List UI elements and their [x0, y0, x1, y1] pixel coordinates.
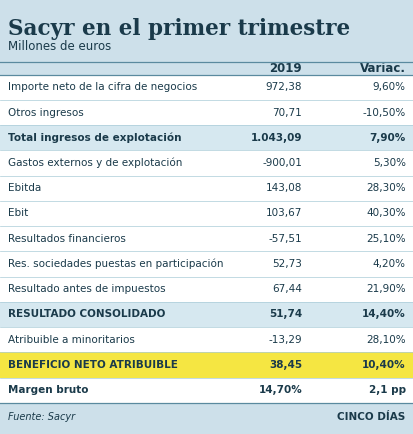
Text: 4,20%: 4,20% [372, 259, 405, 269]
Text: Ebitda: Ebitda [8, 183, 41, 193]
Text: BENEFICIO NETO ATRIBUIBLE: BENEFICIO NETO ATRIBUIBLE [8, 360, 178, 370]
Text: 28,30%: 28,30% [365, 183, 405, 193]
Text: Atribuible a minoritarios: Atribuible a minoritarios [8, 335, 135, 345]
Text: Otros ingresos: Otros ingresos [8, 108, 84, 118]
Text: 10,40%: 10,40% [361, 360, 405, 370]
Text: 28,10%: 28,10% [365, 335, 405, 345]
Text: 14,40%: 14,40% [361, 309, 405, 319]
Text: 2019: 2019 [269, 62, 301, 75]
Text: 51,74: 51,74 [268, 309, 301, 319]
Text: Fuente: Sacyr: Fuente: Sacyr [8, 412, 75, 422]
Text: 972,38: 972,38 [265, 82, 301, 92]
Text: 52,73: 52,73 [272, 259, 301, 269]
Text: Ebit: Ebit [8, 208, 28, 218]
Bar [0, 226, 413, 251]
Bar [0, 176, 413, 201]
Text: Total ingresos de explotación: Total ingresos de explotación [8, 132, 181, 143]
Text: -13,29: -13,29 [268, 335, 301, 345]
Text: 38,45: 38,45 [268, 360, 301, 370]
Text: RESULTADO CONSOLIDADO: RESULTADO CONSOLIDADO [8, 309, 165, 319]
Bar [0, 378, 413, 403]
Text: Resultado antes de impuestos: Resultado antes de impuestos [8, 284, 166, 294]
Text: Margen bruto: Margen bruto [8, 385, 88, 395]
Text: 103,67: 103,67 [265, 208, 301, 218]
Text: Variac.: Variac. [359, 62, 405, 75]
Text: 2,1 pp: 2,1 pp [368, 385, 405, 395]
Text: -900,01: -900,01 [262, 158, 301, 168]
Bar [0, 100, 413, 125]
Text: -57,51: -57,51 [268, 233, 301, 244]
Bar [0, 150, 413, 176]
Text: 70,71: 70,71 [272, 108, 301, 118]
Text: Gastos externos y de explotación: Gastos externos y de explotación [8, 158, 182, 168]
Text: Res. sociedades puestas en participación: Res. sociedades puestas en participación [8, 259, 223, 269]
Text: 7,90%: 7,90% [368, 133, 405, 143]
Bar [0, 352, 413, 378]
Bar [0, 75, 413, 100]
Text: 143,08: 143,08 [265, 183, 301, 193]
Bar [0, 201, 413, 226]
Text: 21,90%: 21,90% [365, 284, 405, 294]
Bar [0, 327, 413, 352]
Text: CINCO DÍAS: CINCO DÍAS [337, 412, 405, 422]
Text: 14,70%: 14,70% [258, 385, 301, 395]
Text: 1.043,09: 1.043,09 [250, 133, 301, 143]
Text: Importe neto de la cifra de negocios: Importe neto de la cifra de negocios [8, 82, 197, 92]
Bar [0, 276, 413, 302]
Text: Millones de euros: Millones de euros [8, 40, 111, 53]
Text: Sacyr en el primer trimestre: Sacyr en el primer trimestre [8, 18, 349, 40]
Text: Resultados financieros: Resultados financieros [8, 233, 126, 244]
Text: 25,10%: 25,10% [365, 233, 405, 244]
Text: 9,60%: 9,60% [372, 82, 405, 92]
Text: 40,30%: 40,30% [366, 208, 405, 218]
Text: 67,44: 67,44 [272, 284, 301, 294]
Text: 5,30%: 5,30% [372, 158, 405, 168]
Bar [0, 302, 413, 327]
Bar [0, 251, 413, 276]
Bar [0, 125, 413, 150]
Text: -10,50%: -10,50% [362, 108, 405, 118]
